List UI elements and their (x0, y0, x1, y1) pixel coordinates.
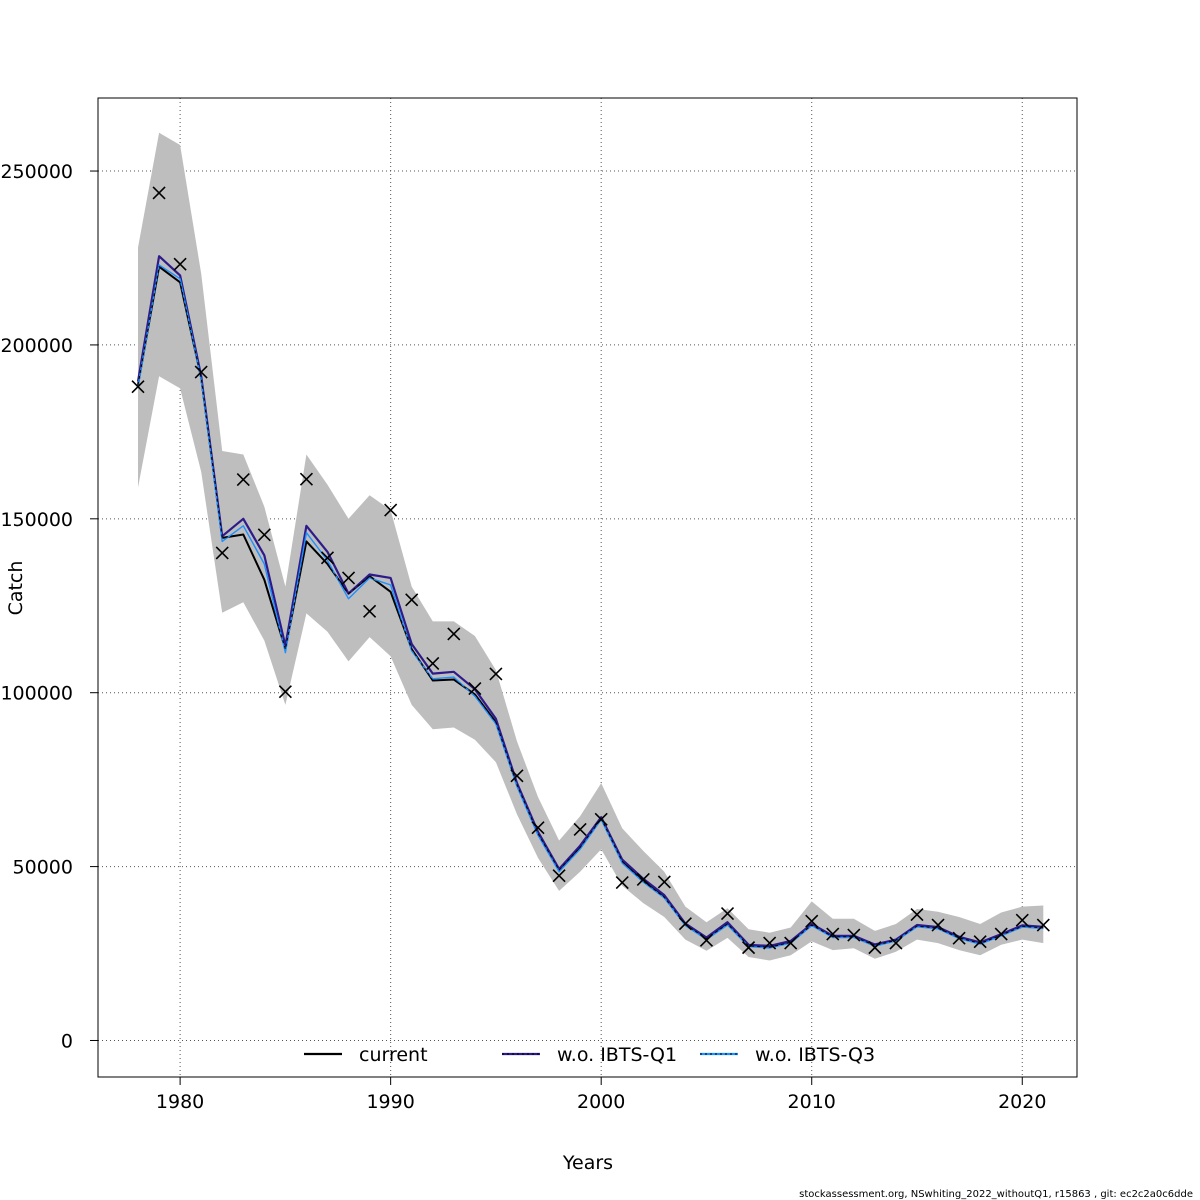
current-line-dashes (137, 265, 1044, 948)
footer-note: stockassessment.org, NSwhiting_2022_with… (799, 1189, 1193, 1200)
confidence-band-area (138, 132, 1044, 961)
observed-point (868, 941, 882, 955)
observed-point (784, 936, 798, 950)
y-tick-label: 150000 (0, 509, 73, 531)
observed-point (805, 914, 819, 928)
observed-point (699, 933, 714, 947)
y-tick-label: 100000 (0, 683, 73, 705)
legend: current w.o. IBTS-Q1 w.o. IBTS-Q3 (304, 1044, 875, 1066)
observed-point (952, 931, 966, 945)
observed-point (636, 872, 650, 887)
observed-point (531, 821, 545, 835)
x-tick-label: 1990 (366, 1091, 414, 1113)
y-axis-title: Catch (5, 561, 27, 616)
x-tick-label: 1980 (156, 1091, 204, 1113)
observed-point (741, 941, 756, 955)
y-tick-label: 0 (61, 1030, 73, 1052)
y-tick-label: 50000 (13, 857, 73, 879)
observed-point (573, 822, 587, 836)
observed-point (131, 380, 145, 394)
observed-point (236, 472, 250, 487)
x-tick-label: 2000 (577, 1091, 625, 1113)
observed-point (405, 593, 419, 607)
observed-point (489, 667, 503, 681)
legend-label: current (359, 1044, 428, 1066)
observed-point (931, 918, 945, 932)
observed-point (678, 917, 692, 931)
observed-point (468, 681, 482, 696)
observed-point (763, 936, 777, 950)
confidence-band (138, 132, 1044, 961)
observed-point (847, 928, 861, 942)
observed-point (426, 656, 440, 671)
observed-point (194, 365, 208, 379)
observed-point (994, 927, 1008, 941)
observed-point (826, 927, 840, 941)
axes: 1980 1990 2000 2010 2020 0 50000 100000 150000 20… (0, 161, 1046, 1113)
observed-point (363, 604, 377, 618)
legend-label: w.o. IBTS-Q3 (755, 1044, 875, 1066)
observed-point (341, 571, 356, 585)
observed-point (615, 876, 629, 890)
observed-point (973, 935, 987, 949)
observed-point (510, 769, 524, 783)
observed-point (152, 186, 166, 200)
observed-point (384, 503, 398, 517)
observed-point (257, 528, 271, 542)
y-tick-label: 200000 (0, 335, 73, 357)
observed-point (657, 875, 671, 889)
observed-point (720, 906, 735, 921)
x-tick-label: 2010 (788, 1091, 836, 1113)
observed-point (889, 936, 903, 950)
observed-point (173, 257, 187, 271)
observed-point (594, 812, 608, 826)
y-tick-label: 250000 (0, 161, 73, 183)
legend-label: w.o. IBTS-Q1 (557, 1044, 677, 1066)
observed-point (1015, 913, 1029, 927)
observed-points (131, 186, 1050, 955)
observed-point (910, 908, 924, 922)
observed-point (215, 546, 229, 560)
plot-frame (97, 97, 1078, 1078)
x-axis-title: Years (562, 1152, 613, 1174)
observed-point (552, 869, 566, 883)
x-tick-label: 2020 (998, 1091, 1046, 1113)
observed-point (299, 472, 313, 486)
observed-point (278, 685, 292, 699)
observed-point (320, 551, 335, 565)
observed-point (447, 627, 461, 641)
observed-point (1036, 918, 1050, 932)
